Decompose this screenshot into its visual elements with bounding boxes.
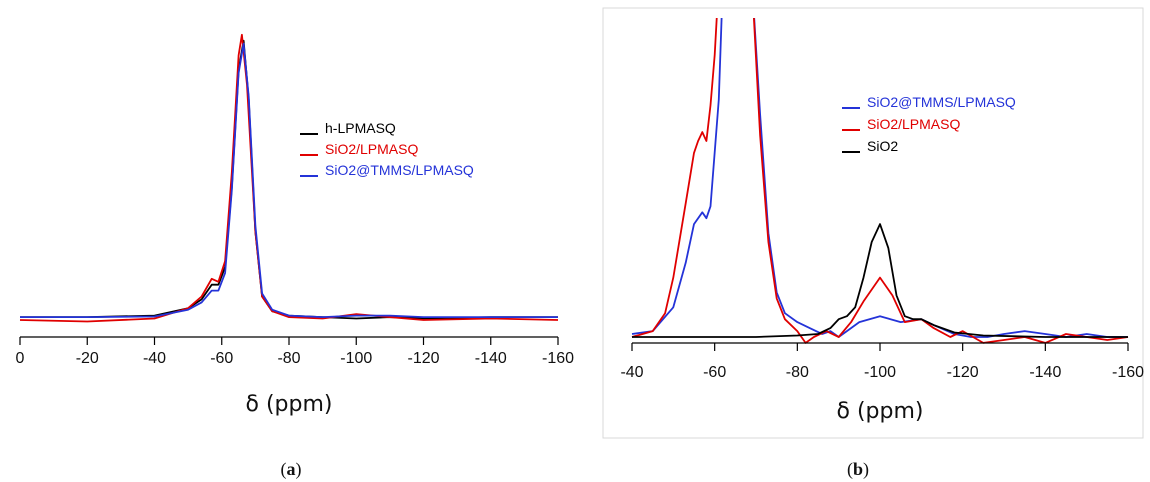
- series-line-sio2-lpmasq: [631, 18, 1129, 344]
- legend-label: SiO2/LPMASQ: [867, 116, 960, 132]
- legend-label: SiO2: [867, 138, 898, 154]
- panel-a-background: [8, 10, 584, 430]
- panel-a-ticks: 0 -20 -40 -60 -80 -100 -120 -140 -160: [16, 337, 574, 367]
- x-tick-label: -20: [76, 350, 99, 367]
- panel-b-xlabel: δ (ppm): [837, 399, 924, 424]
- x-tick-label: -140: [1029, 364, 1061, 381]
- x-tick-label: -40: [143, 350, 166, 367]
- x-tick-label: -40: [620, 364, 643, 381]
- series-line-sio2-tmms-lpmasq: [631, 18, 1128, 338]
- series-line-sio2: [632, 223, 1128, 338]
- x-tick-label: -160: [1112, 364, 1144, 381]
- legend-label: h-LPMASQ: [325, 120, 396, 136]
- panel-a-series: [19, 33, 559, 323]
- panel-b: -40 -60 -80 -100 -120 -140 -160 δ (ppm) SiO2@T…: [602, 7, 1144, 480]
- legend-label: SiO2@TMMS/LPMASQ: [325, 162, 474, 178]
- x-tick-label: -160: [542, 350, 574, 367]
- x-tick-label: -120: [947, 364, 979, 381]
- x-tick-label: 0: [16, 350, 25, 367]
- panel-b-caption: (b): [847, 459, 869, 480]
- series-line-sio2-tmms-lpmasq: [20, 42, 558, 319]
- x-tick-label: -60: [210, 350, 233, 367]
- x-tick-label: -100: [864, 364, 896, 381]
- legend-label: SiO2/LPMASQ: [325, 141, 418, 157]
- x-tick-label: -60: [703, 364, 726, 381]
- panel-a: 0 -20 -40 -60 -80 -100 -120 -140 -160 δ (ppm) h-…: [8, 10, 584, 480]
- legend-background: [820, 85, 1068, 181]
- x-tick-label: -80: [786, 364, 809, 381]
- panel-b-series: [631, 18, 1129, 344]
- panel-a-xlabel: δ (ppm): [246, 392, 333, 417]
- x-tick-label: -80: [277, 350, 300, 367]
- legend-background: [290, 112, 530, 216]
- panel-b-ticks: -40 -60 -80 -100 -120 -140 -160: [620, 343, 1144, 381]
- panel-a-legend: h-LPMASQ SiO2/LPMASQ SiO2@TMMS/LPMASQ: [290, 112, 530, 216]
- x-tick-label: -100: [340, 350, 372, 367]
- x-tick-label: -140: [475, 350, 507, 367]
- panel-a-caption: (a): [281, 459, 302, 480]
- x-tick-label: -120: [407, 350, 439, 367]
- panel-b-legend: SiO2@TMMS/LPMASQ SiO2/LPMASQ SiO2: [820, 85, 1068, 181]
- legend-label: SiO2@TMMS/LPMASQ: [867, 94, 1016, 110]
- panel-b-frame: [602, 7, 1144, 439]
